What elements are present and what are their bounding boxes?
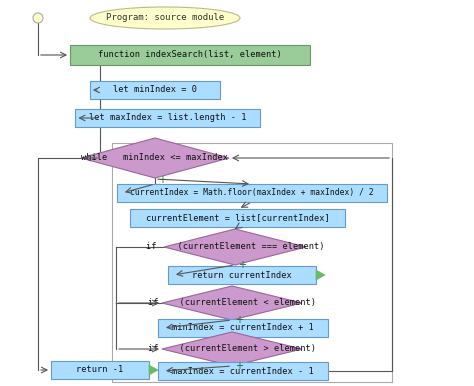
Text: +: + xyxy=(235,315,243,325)
Text: if    (currentElement > element): if (currentElement > element) xyxy=(148,344,316,354)
Text: currentIndex = Math.floor(maxIndex + maxIndex) / 2: currentIndex = Math.floor(maxIndex + max… xyxy=(130,188,374,198)
Polygon shape xyxy=(316,270,325,280)
Text: +: + xyxy=(158,175,166,185)
Ellipse shape xyxy=(33,13,43,23)
FancyBboxPatch shape xyxy=(75,109,261,127)
FancyBboxPatch shape xyxy=(117,184,387,202)
Text: let minIndex = 0: let minIndex = 0 xyxy=(113,86,197,95)
Ellipse shape xyxy=(90,7,240,29)
Text: minIndex = currentIndex + 1: minIndex = currentIndex + 1 xyxy=(172,323,314,332)
Text: maxIndex = currentIndex - 1: maxIndex = currentIndex - 1 xyxy=(172,366,314,376)
Polygon shape xyxy=(149,365,158,375)
FancyBboxPatch shape xyxy=(168,266,316,284)
FancyBboxPatch shape xyxy=(70,45,310,65)
FancyBboxPatch shape xyxy=(158,319,328,337)
Polygon shape xyxy=(81,138,229,178)
FancyBboxPatch shape xyxy=(158,362,328,380)
Polygon shape xyxy=(164,229,306,265)
Text: if    (currentElement === element): if (currentElement === element) xyxy=(146,242,324,252)
FancyBboxPatch shape xyxy=(51,361,149,379)
Text: while   minIndex <= maxIndex: while minIndex <= maxIndex xyxy=(82,154,228,163)
Text: +: + xyxy=(235,361,243,371)
Polygon shape xyxy=(162,286,302,320)
Text: if    (currentElement < element): if (currentElement < element) xyxy=(148,298,316,308)
Text: return -1: return -1 xyxy=(76,366,124,374)
Text: let maxIndex = list.length - 1: let maxIndex = list.length - 1 xyxy=(89,113,247,122)
Text: +: + xyxy=(238,260,246,270)
FancyBboxPatch shape xyxy=(90,81,220,99)
FancyBboxPatch shape xyxy=(130,209,346,227)
Text: function indexSearch(list, element): function indexSearch(list, element) xyxy=(98,51,282,59)
Polygon shape xyxy=(162,332,302,366)
Text: return currentIndex: return currentIndex xyxy=(192,271,292,279)
Text: currentElement = list[currentIndex]: currentElement = list[currentIndex] xyxy=(146,213,330,222)
Text: Program: source module: Program: source module xyxy=(106,14,224,22)
